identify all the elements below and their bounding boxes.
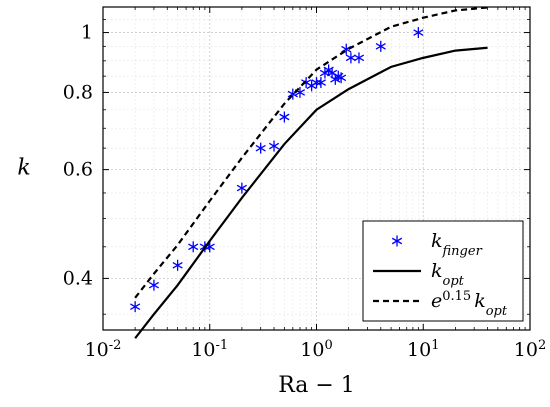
y-tick-labels: 0.4 0.6 0.8 1 (63, 22, 93, 290)
k-finger-point (172, 259, 183, 271)
legend-k-finger-marker (391, 235, 403, 247)
k-finger-point (130, 301, 141, 313)
k-finger-point (188, 241, 199, 253)
y-tick-label: 0.8 (63, 81, 93, 103)
k-finger-point (345, 52, 356, 64)
k-finger-point (353, 52, 365, 64)
k-finger-point (311, 77, 322, 89)
x-tick-labels: 10-2 10-1 100 101 102 (85, 338, 547, 362)
k-finger-point (336, 72, 347, 84)
x-tick-label: 10-2 (85, 338, 122, 362)
legend-label: kfinger (431, 230, 483, 259)
legend-label: e0.15 kopt (431, 289, 508, 319)
k-finger-point (268, 140, 280, 152)
e015-k-opt-line (134, 6, 488, 299)
tick-marks (102, 6, 531, 330)
k-finger-point (148, 279, 160, 291)
k-finger-point (255, 142, 266, 154)
x-tick-label: 102 (514, 338, 546, 362)
k-finger-point (236, 182, 247, 194)
y-tick-label: 0.6 (63, 159, 93, 181)
k-finger-point (375, 40, 386, 52)
y-tick-label: 0.4 (63, 267, 93, 289)
x-tick-label: 101 (407, 338, 439, 362)
series-layer (130, 6, 488, 339)
x-tick-label: 10-1 (191, 338, 228, 362)
k-finger-point (413, 27, 424, 39)
x-axis-label: Ra − 1 (278, 373, 355, 398)
k-finger-point (315, 77, 327, 89)
legend-label: kopt (431, 260, 465, 289)
y-tick-label: 1 (81, 22, 93, 44)
k-finger-point (279, 111, 290, 123)
k-opt-line (134, 46, 488, 339)
x-tick-label: 100 (300, 338, 332, 362)
y-axis-label: k (17, 156, 30, 181)
